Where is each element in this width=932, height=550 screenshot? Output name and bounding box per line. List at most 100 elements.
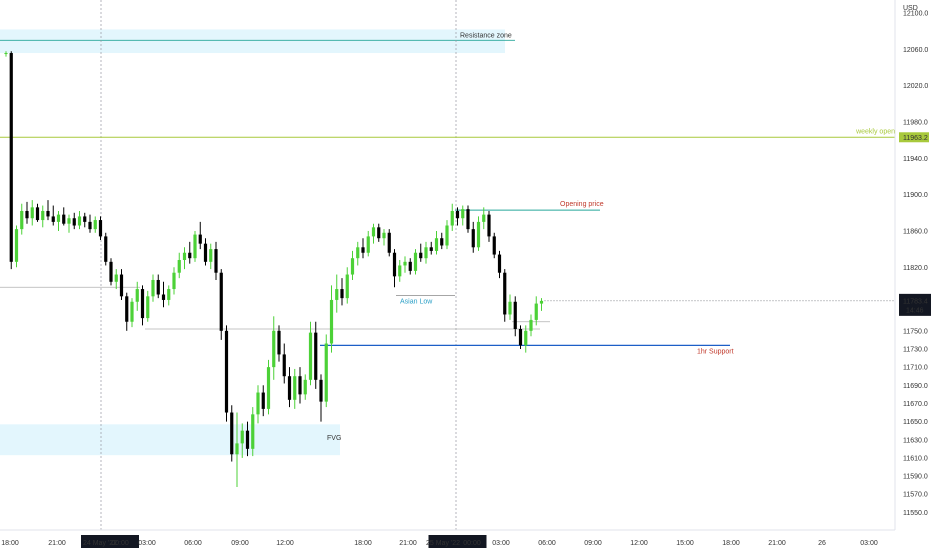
candle-body [9, 53, 13, 262]
y-tick-label: 11860.0 [903, 228, 928, 235]
candle [298, 367, 302, 404]
x-tick-label: 25 May '22 [426, 540, 460, 547]
candle-body [167, 289, 171, 300]
candle [256, 385, 260, 424]
candle-body [198, 234, 202, 244]
candle [177, 252, 181, 279]
candle-body [350, 258, 355, 275]
fvg-label: FVG [327, 435, 341, 442]
y-tick-label: 11980.0 [903, 120, 928, 127]
candle-body [203, 243, 208, 262]
candle [161, 281, 166, 308]
candle-body [366, 236, 370, 253]
x-tick-label: 26 [818, 540, 826, 547]
candle [240, 423, 244, 458]
candle-body [482, 214, 486, 222]
candle [235, 412, 239, 487]
candle [277, 325, 281, 362]
candle-body [104, 236, 108, 262]
candle-body [340, 289, 344, 299]
candle [434, 230, 439, 255]
resistance-zone [0, 29, 505, 54]
candle-body [277, 330, 281, 355]
candle [198, 221, 202, 250]
candle [219, 269, 223, 340]
candle [371, 223, 376, 244]
candle [487, 210, 491, 242]
candle [419, 243, 423, 262]
candle [182, 247, 187, 270]
candle [476, 216, 481, 251]
y-tick-label: 12100.0 [903, 11, 928, 18]
y-tick-label: 11630.0 [903, 437, 928, 444]
candle [319, 374, 323, 422]
candle-body [114, 274, 118, 282]
candle-body [529, 319, 533, 331]
candle [77, 210, 82, 230]
candle-body [513, 301, 517, 330]
candle [440, 232, 444, 250]
candle [398, 260, 402, 282]
candle [366, 230, 370, 257]
candle [403, 256, 407, 273]
candle [114, 269, 118, 290]
candle-body [329, 299, 334, 344]
candle [539, 298, 544, 311]
candle-body [345, 274, 349, 299]
candle [35, 203, 40, 222]
candle-body [109, 261, 113, 282]
candle-body [518, 329, 523, 346]
candle-body [287, 376, 292, 400]
candle-body [314, 332, 318, 380]
candle [193, 230, 197, 262]
candle [329, 285, 334, 353]
candle-body [503, 272, 507, 315]
y-tick-label: 11670.0 [903, 401, 928, 408]
candle-body [130, 301, 134, 322]
y-tick-label: 11750.0 [903, 328, 928, 335]
candle-body [272, 330, 276, 368]
x-date-badge-1 [81, 535, 139, 548]
candle [534, 296, 538, 326]
candle [518, 325, 523, 349]
candle [314, 321, 318, 389]
candle [455, 207, 460, 226]
candle-body [440, 238, 444, 246]
candle [119, 269, 124, 300]
x-tick-label: 12:00 [630, 540, 648, 547]
candle [387, 229, 391, 257]
candle [209, 243, 213, 270]
candle-body [98, 220, 103, 237]
candle-body [303, 379, 307, 395]
candle-body [256, 392, 260, 415]
candle-body [209, 249, 213, 262]
candle-body [539, 300, 544, 304]
support-label: 1hr Support [697, 348, 734, 355]
candle [130, 298, 134, 328]
fvg-zone [0, 424, 340, 456]
candle-body [240, 430, 244, 444]
candle [41, 205, 45, 228]
candle-body [471, 229, 475, 248]
candle [25, 201, 29, 224]
x-tick-label: 03:00 [860, 540, 878, 547]
candle-body [487, 214, 491, 237]
candle-body [324, 343, 328, 402]
y-tick-label: 11570.0 [903, 492, 928, 499]
candle-body [161, 294, 166, 300]
candle-body [182, 252, 187, 261]
candle [461, 205, 465, 226]
candle [109, 258, 113, 286]
candle [413, 249, 418, 275]
candle-body [188, 252, 192, 259]
candle-body [214, 249, 218, 273]
candle-body [266, 367, 271, 409]
resistance-zone-label: Resistance zone [460, 32, 512, 39]
candle [429, 241, 433, 255]
candle [4, 51, 8, 57]
candle [287, 367, 292, 408]
candle-body [429, 247, 433, 251]
